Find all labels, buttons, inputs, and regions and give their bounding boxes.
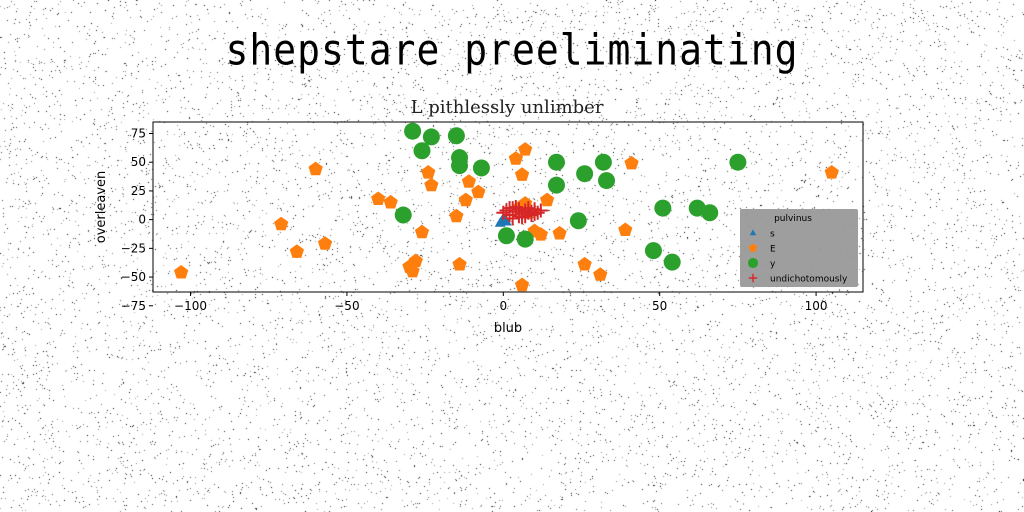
main-title: shepstare preeliminating (225, 25, 799, 75)
data-point (524, 204, 539, 219)
data-point (458, 192, 473, 207)
data-point (422, 128, 440, 146)
data-point (472, 159, 490, 177)
data-point (516, 230, 534, 248)
data-point (654, 199, 672, 217)
x-tick-label: −100 (174, 299, 207, 313)
y-tick-label: −25 (121, 241, 146, 255)
data-point (824, 165, 839, 179)
legend-box (740, 209, 858, 287)
x-tick-label: 100 (805, 299, 828, 313)
y-tick-label: 0 (138, 213, 146, 227)
y-tick-label: 25 (131, 184, 146, 198)
legend-label: s (770, 230, 775, 240)
data-point (449, 208, 464, 223)
data-point (618, 222, 633, 236)
data-point (424, 177, 439, 192)
x-axis-label: blub (494, 321, 522, 336)
data-point (508, 200, 523, 214)
legend-title: pulvinus (774, 214, 812, 224)
data-point (527, 202, 542, 217)
data-point (414, 224, 430, 239)
legend-label: E (770, 245, 776, 255)
data-point (518, 142, 533, 156)
data-point (594, 153, 612, 171)
data-point (514, 277, 530, 292)
data-point (552, 225, 567, 240)
plot-frame (152, 121, 864, 293)
data-point (644, 242, 662, 260)
data-point (461, 174, 476, 188)
data-point (505, 211, 520, 226)
data-point (533, 203, 548, 218)
series-e (174, 142, 839, 292)
data-point (308, 161, 323, 176)
data-point (576, 165, 594, 183)
axis-ticks: −100 −50 0 50 100 −75 −50 −25 0 25 50 75 (121, 126, 828, 313)
y-tick-label: 75 (131, 126, 146, 140)
data-point (624, 155, 639, 170)
data-point (317, 236, 333, 250)
data-point (394, 206, 412, 224)
data-point (447, 127, 465, 145)
legend-label: y (770, 260, 776, 270)
data-point (701, 204, 719, 222)
legend-marker (749, 229, 757, 236)
data-point (577, 256, 592, 271)
y-tick-label: −75 (121, 299, 146, 313)
data-point (663, 253, 681, 271)
data-point (289, 244, 304, 258)
data-point (274, 216, 289, 231)
x-tick-label: −50 (334, 299, 359, 313)
data-point (383, 194, 398, 209)
plot-area (174, 122, 839, 292)
data-point (413, 142, 431, 160)
data-point (547, 176, 565, 194)
data-point (530, 205, 545, 220)
y-tick-label: −50 (121, 270, 146, 284)
x-tick-label: 50 (652, 299, 667, 313)
data-point (569, 212, 587, 230)
data-point (533, 227, 548, 241)
data-point (521, 201, 536, 216)
data-point (540, 192, 555, 207)
data-point (421, 165, 436, 179)
data-point (404, 122, 422, 140)
y-axis-label: overleaven (94, 171, 109, 244)
data-point (471, 184, 486, 199)
data-point (729, 153, 747, 171)
data-point (405, 263, 420, 278)
y-tick-label: 50 (131, 155, 146, 169)
chart-title: L pithlessly unlimber (411, 97, 604, 118)
legend-marker (747, 257, 759, 269)
data-point (452, 256, 467, 271)
legend-marker (748, 273, 758, 283)
data-point (508, 151, 523, 165)
legend-marker (748, 243, 758, 252)
data-point (547, 153, 565, 171)
series-y (394, 122, 747, 271)
data-point (451, 149, 469, 167)
legend: pulvinus sEy undichotomously (740, 209, 858, 287)
data-point (514, 167, 530, 181)
series-undichotomously (496, 200, 548, 226)
data-point (598, 172, 616, 190)
data-point (408, 253, 423, 268)
data-point (371, 191, 386, 205)
legend-label: undichotomously (770, 275, 848, 285)
x-tick-label: 0 (499, 299, 507, 313)
data-point (502, 201, 517, 216)
data-point (174, 265, 189, 279)
data-point (593, 267, 608, 281)
data-point (497, 227, 515, 245)
